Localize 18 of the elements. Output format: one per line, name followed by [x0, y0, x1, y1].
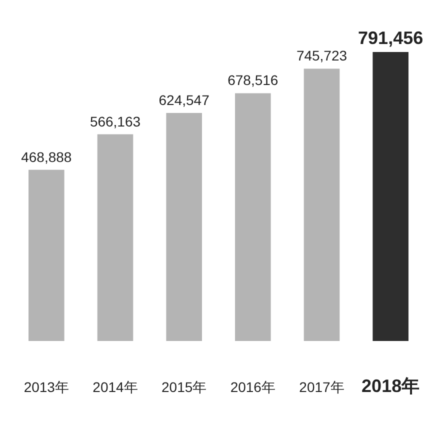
bar: [235, 93, 271, 341]
bar: [304, 68, 340, 341]
data-label: 745,723: [296, 48, 348, 64]
data-label: 566,163: [90, 113, 141, 130]
data-label: 678,516: [228, 72, 278, 88]
x-tick-label: 2017年: [299, 379, 344, 395]
x-tick-label: 2013年: [24, 379, 69, 395]
x-tick-label: 2018年: [362, 376, 420, 396]
bar: [28, 170, 64, 341]
bar: [97, 134, 134, 341]
x-tick-label: 2014年: [92, 379, 138, 395]
data-label: 791,456: [358, 28, 424, 48]
data-label: 624,547: [158, 92, 210, 108]
data-label: 468,888: [21, 148, 72, 165]
bar: [166, 112, 202, 341]
bar: [372, 52, 408, 341]
x-tick-label: 2015年: [162, 379, 207, 395]
x-tick-label: 2016年: [230, 379, 276, 395]
